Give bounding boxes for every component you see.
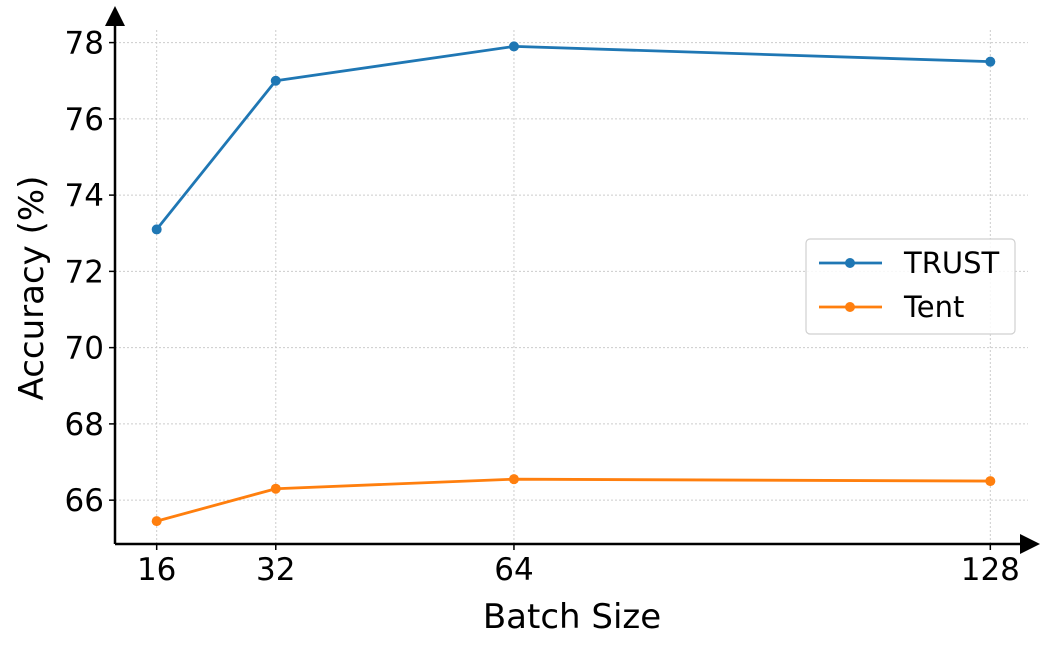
grid-lines	[115, 28, 1028, 544]
series-line-tent	[156, 477, 991, 523]
x-tick-label-2: 64	[494, 552, 533, 588]
y-tick-label-3: 72	[65, 254, 104, 290]
axes	[105, 6, 1040, 554]
y-tick-label-0: 66	[65, 483, 104, 519]
y-tick-label-6: 78	[65, 26, 104, 62]
legend-label-tent: Tent	[903, 290, 964, 324]
legend-label-trust: TRUST	[903, 246, 999, 280]
data-point-trust-1	[270, 75, 281, 86]
legend-marker-trust	[845, 258, 855, 268]
x-tick-label-1: 32	[256, 552, 295, 588]
data-point-tent-0	[151, 516, 162, 527]
y-tick-label-5: 76	[65, 102, 104, 138]
y-tick-label-1: 68	[65, 407, 104, 443]
x-tick-label-0: 16	[137, 552, 176, 588]
legend-entry-tent: Tent	[819, 290, 964, 324]
series-layer	[151, 41, 996, 527]
legend-entry-trust: TRUST	[819, 246, 999, 280]
data-point-tent-2	[508, 474, 519, 485]
series-line-trust	[155, 45, 991, 231]
data-point-trust-3	[985, 56, 996, 67]
legend-marker-tent	[845, 302, 855, 312]
series-tent	[151, 474, 996, 527]
data-point-trust-0	[151, 224, 162, 235]
x-axis-ticks: 16 32 64 128	[137, 544, 1020, 588]
y-axis-ticks: 66 68 70 72 74 76 78	[65, 26, 115, 519]
data-point-trust-2	[508, 41, 519, 52]
y-tick-label-4: 74	[65, 178, 104, 214]
data-point-tent-1	[270, 483, 281, 494]
legend: TRUST Tent	[805, 238, 1016, 335]
x-axis-title: Batch Size	[483, 597, 661, 637]
data-point-tent-3	[985, 476, 996, 487]
series-trust	[151, 41, 996, 235]
y-axis-title: Accuracy (%)	[12, 176, 52, 401]
y-tick-label-2: 70	[65, 331, 104, 367]
x-tick-label-3: 128	[961, 552, 1020, 588]
